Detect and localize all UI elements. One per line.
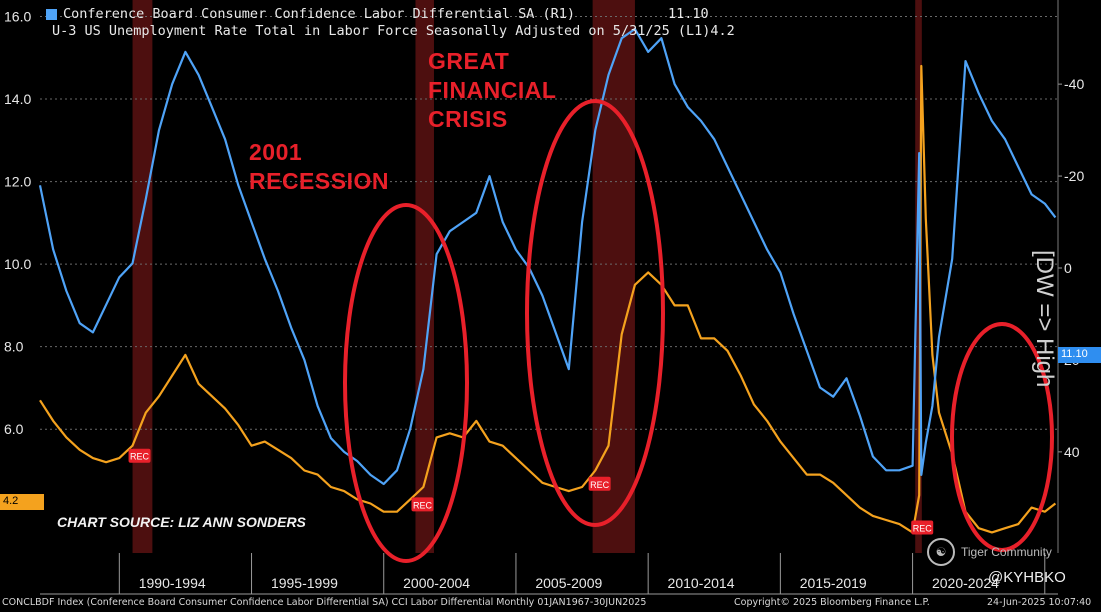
recession-flag: REC bbox=[411, 497, 434, 512]
chart-source: CHART SOURCE: LIZ ANN SONDERS bbox=[57, 514, 306, 530]
left-axis-tick-label: 12.0 bbox=[4, 174, 31, 190]
watermark-text: Tiger Community bbox=[961, 545, 1052, 559]
recession-flag: REC bbox=[911, 520, 934, 535]
x-axis-separators bbox=[40, 553, 1058, 595]
right-axis-title: [DW => High bbox=[1031, 250, 1058, 388]
x-axis-tick-label: 2020-2024 bbox=[932, 575, 999, 591]
legend-swatch-blue bbox=[46, 9, 57, 20]
left-axis-tick-label: 8.0 bbox=[4, 339, 24, 355]
right-axis-tick-label: -20 bbox=[1064, 168, 1084, 184]
legend-value: 4.2 bbox=[710, 23, 735, 39]
annotation-2001-recession: 2001 RECESSION bbox=[249, 139, 389, 194]
left-axis-tick-label: 14.0 bbox=[4, 91, 31, 107]
recession-flag-label: REC bbox=[590, 480, 610, 490]
x-axis-tick-label: 2010-2014 bbox=[668, 575, 735, 591]
recession-band bbox=[915, 0, 922, 553]
legend-label: Conference Board Consumer Confidence Lab… bbox=[63, 6, 576, 22]
recession-flag: REC bbox=[588, 476, 611, 491]
footer-source-info: CONCLBDF Index (Conference Board Consume… bbox=[2, 597, 647, 608]
legend-label: U-3 US Unemployment Rate Total in Labor … bbox=[52, 23, 711, 39]
author-handle: @KYHBKO bbox=[988, 569, 1066, 586]
highlight-circle-2001 bbox=[343, 203, 469, 563]
recession-band bbox=[415, 0, 434, 553]
x-axis-tick-label: 1995-1999 bbox=[271, 575, 338, 591]
left-axis-tick-label: 6.0 bbox=[4, 421, 24, 437]
right-axis-tick-label: 0 bbox=[1064, 260, 1072, 276]
series-lines bbox=[38, 27, 1057, 534]
highlight-circles bbox=[343, 99, 1054, 563]
right-axis-tick-label: -40 bbox=[1064, 76, 1084, 92]
recession-flag-box bbox=[911, 520, 934, 535]
right-axis-tick-label: 40 bbox=[1064, 444, 1080, 460]
series-labor-differential-line bbox=[38, 27, 1057, 486]
x-axis-tick-label: 2005-2009 bbox=[535, 575, 602, 591]
footer-timestamp: 24-Jun-2025 10:07:40 bbox=[987, 597, 1092, 608]
left-axis-tick-label: 10.0 bbox=[4, 256, 31, 272]
recession-flag-label: REC bbox=[130, 452, 150, 462]
x-axis-tick-label: 1990-1994 bbox=[139, 575, 206, 591]
right-axis-last-value-badge: 11.10 bbox=[1058, 347, 1101, 363]
legend-item-confidence: Conference Board Consumer Confidence Lab… bbox=[46, 6, 718, 23]
x-axis-tick-label: 2000-2004 bbox=[403, 575, 470, 591]
recession-band bbox=[592, 0, 635, 553]
recession-flags: REC REC REC REC bbox=[128, 448, 934, 535]
recession-flag-box bbox=[411, 497, 434, 512]
annotation-great-financial-crisis: GREAT FINANCIAL CRISIS bbox=[428, 48, 557, 132]
legend-value: 11.10 bbox=[668, 6, 709, 22]
left-axis-last-value-badge: 4.2 bbox=[0, 494, 44, 510]
footer-copyright: Copyright© 2025 Bloomberg Finance L.P. bbox=[734, 597, 930, 608]
x-axis-tick-label: 2015-2019 bbox=[800, 575, 867, 591]
watermark: ☯ Tiger Community bbox=[927, 538, 1052, 566]
recession-flag-label: REC bbox=[413, 500, 433, 510]
recession-flag-box bbox=[588, 476, 611, 491]
series-unemployment-line bbox=[39, 64, 1057, 534]
recession-flag-box bbox=[128, 448, 151, 463]
left-axis-tick-label: 16.0 bbox=[4, 9, 31, 25]
highlight-circle-gfc bbox=[525, 99, 665, 527]
legend: Conference Board Consumer Confidence Lab… bbox=[46, 6, 735, 40]
highlight-circle-2024 bbox=[950, 322, 1054, 552]
tiger-logo-icon: ☯ bbox=[927, 538, 955, 566]
recession-flag: REC bbox=[128, 448, 151, 463]
recession-flag-label: REC bbox=[913, 524, 933, 534]
recession-band bbox=[132, 0, 153, 553]
legend-item-unemployment: U-3 US Unemployment Rate Total in Labor … bbox=[46, 23, 735, 40]
